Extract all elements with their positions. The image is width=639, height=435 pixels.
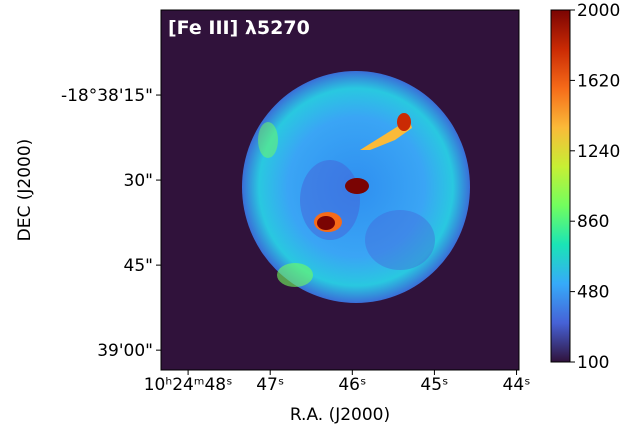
y-tick-label: 39'00"	[97, 341, 153, 361]
colorbar-tick-label: 860	[577, 212, 609, 232]
x-tick-label: 47ˢ	[256, 375, 284, 395]
x-axis-label: R.A. (J2000)	[290, 405, 390, 425]
colorbar	[550, 9, 571, 363]
y-tick-label: 30"	[124, 171, 153, 191]
image	[160, 9, 520, 371]
colorbar-tick-label: 1240	[577, 142, 620, 162]
y-axis-label: DEC (J2000)	[15, 139, 35, 242]
x-tick-label: 44ˢ	[503, 375, 531, 395]
x-tick-label: 46ˢ	[338, 375, 366, 395]
colorbar-tick-label: 100	[577, 353, 609, 373]
colorbar-tick-label: 1620	[577, 71, 620, 91]
y-tick-label: 45"	[124, 256, 153, 276]
x-tick-label: 10ʰ24ᵐ48ˢ	[144, 375, 233, 395]
colorbar-tick-label: 2000	[577, 1, 620, 21]
y-tick-label: -18°38'15"	[61, 86, 153, 106]
colorbar-tick-label: 480	[577, 283, 609, 303]
x-tick-label: 45ˢ	[420, 375, 448, 395]
chart-title: [Fe III] λ5270	[168, 17, 310, 39]
